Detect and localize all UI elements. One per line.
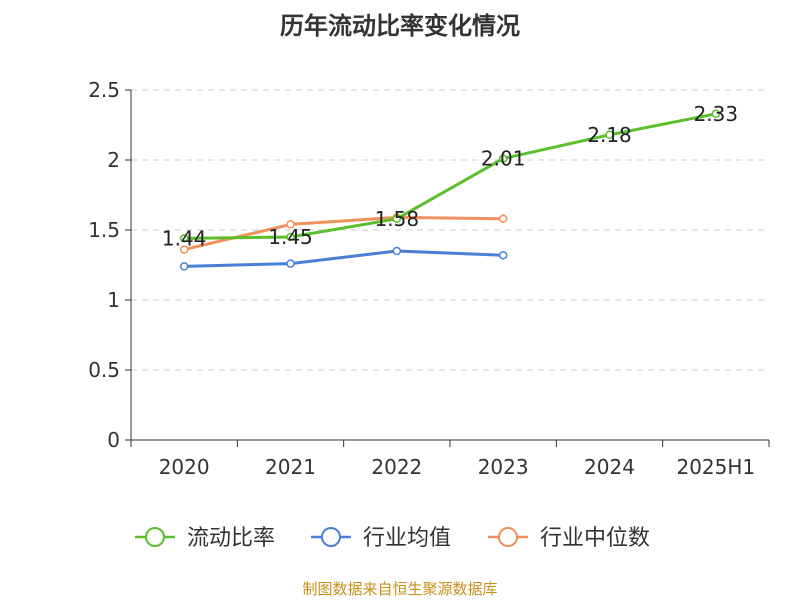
source-note: 制图数据来自恒生聚源数据库 xyxy=(302,580,498,598)
data-label: 1.44 xyxy=(162,226,207,250)
data-label: 2.18 xyxy=(587,123,632,147)
y-tick-label: 0.5 xyxy=(88,358,120,382)
x-tick-label: 2020 xyxy=(159,455,210,479)
data-point-0 xyxy=(392,214,402,224)
data-point-1 xyxy=(392,246,402,256)
series-lines xyxy=(179,109,721,271)
data-point-2 xyxy=(179,245,189,254)
series-line-1 xyxy=(184,249,504,268)
data-point-2 xyxy=(286,220,295,229)
x-tick-label: 2024 xyxy=(584,455,635,479)
data-point-0 xyxy=(605,130,614,140)
legend-marker xyxy=(498,527,518,547)
data-point-0 xyxy=(711,109,721,119)
y-tick-label: 1.5 xyxy=(88,218,120,242)
data-point-1 xyxy=(286,259,295,268)
series-line-0 xyxy=(184,112,717,240)
legend-label: 行业均值 xyxy=(363,526,451,551)
y-tick-label: 2.5 xyxy=(88,78,120,102)
data-point-0 xyxy=(179,234,189,243)
y-tick-label: 1 xyxy=(107,288,120,312)
x-tick-label: 2021 xyxy=(265,455,316,479)
x-tick-label: 2022 xyxy=(371,455,422,479)
legend-item-1[interactable]: 行业均值 xyxy=(311,526,451,551)
axes: 0 0.5 1 1.5 2 2.5 2020 2021 2022 2023 2024 2025H1 xyxy=(88,78,770,479)
data-label: 2.33 xyxy=(694,102,739,126)
legend: 流动比率 行业均值 行业中位数 xyxy=(135,526,650,551)
legend-label: 行业中位数 xyxy=(540,526,650,551)
data-labels: 1.44 1.45 1.58 2.01 2.18 2.33 xyxy=(162,102,738,251)
data-point-1 xyxy=(498,250,508,260)
data-point-2 xyxy=(498,214,508,224)
data-label: 1.58 xyxy=(375,207,420,231)
data-point-0 xyxy=(286,232,295,242)
data-point-0 xyxy=(498,154,508,163)
series-line-2 xyxy=(183,215,504,252)
legend-marker xyxy=(321,527,341,547)
chart-title: 历年流动比率变化情况 xyxy=(280,12,520,40)
legend-item-0[interactable]: 流动比率 xyxy=(135,526,275,551)
data-label: 1.45 xyxy=(268,225,313,249)
x-tick-label: 2023 xyxy=(478,455,529,479)
y-tick-label: 2 xyxy=(107,148,120,172)
x-tick-label: 2025H1 xyxy=(676,455,755,479)
data-label: 2.01 xyxy=(481,147,526,171)
legend-item-2[interactable]: 行业中位数 xyxy=(488,526,650,551)
legend-label: 流动比率 xyxy=(187,526,275,551)
grid-lines xyxy=(131,89,769,371)
data-point-1 xyxy=(179,262,189,271)
legend-marker xyxy=(145,527,165,547)
y-tick-label: 0 xyxy=(107,428,120,452)
